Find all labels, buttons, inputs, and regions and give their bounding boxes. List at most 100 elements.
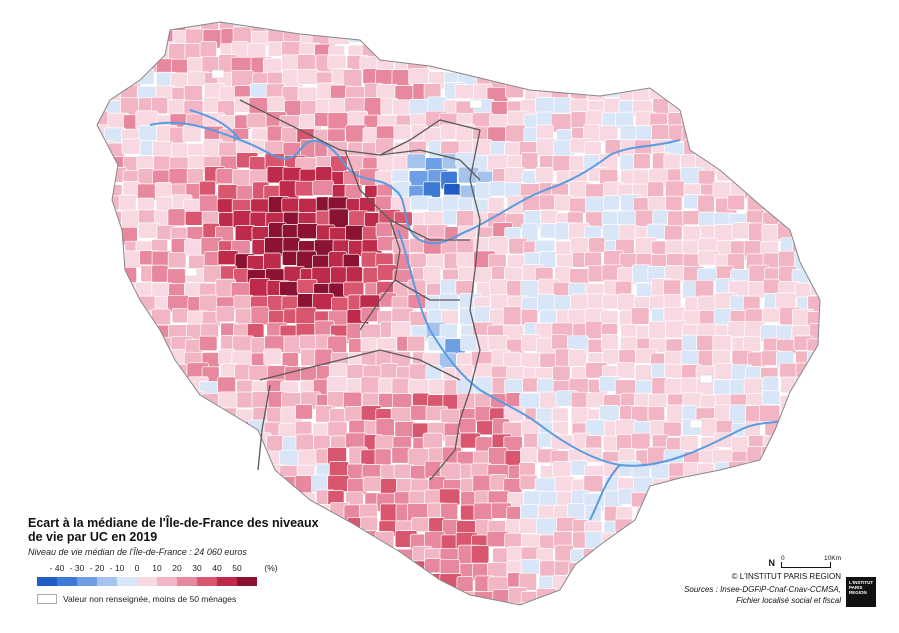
- commune-cell: [744, 68, 764, 86]
- commune-cell: [199, 490, 218, 507]
- commune-cell: [730, 59, 749, 74]
- commune-cell: [646, 223, 668, 240]
- commune-cell: [742, 520, 764, 540]
- commune-cell: [537, 293, 556, 313]
- commune-cell: [97, 212, 109, 229]
- commune-cell: [106, 281, 129, 297]
- commune-cell: [825, 70, 842, 86]
- commune-cell: [343, 573, 366, 590]
- commune-cell: [154, 409, 174, 426]
- commune-cell: [97, 28, 110, 45]
- commune-cell: [119, 392, 141, 411]
- commune-cell: [742, 22, 764, 35]
- commune-cell: [393, 575, 415, 594]
- commune-cell: [328, 22, 347, 32]
- commune-cell: [97, 405, 107, 426]
- commune-cell: [331, 296, 349, 312]
- commune-cell: [327, 474, 350, 492]
- commune-cell: [826, 269, 846, 283]
- commune-cell: [550, 434, 574, 450]
- commune-cell: [202, 477, 223, 494]
- legend-tick-label: 20: [172, 563, 182, 573]
- commune-cell: [439, 293, 459, 311]
- commune-cell: [105, 321, 123, 337]
- legend-tick-labels: - 40 - 30 - 20 - 10 0 10 20 30 40 50 (%): [28, 563, 328, 575]
- commune-cell: [363, 546, 386, 565]
- commune-cell: [134, 26, 154, 42]
- commune-cell: [827, 156, 847, 170]
- commune-cell: [810, 27, 820, 44]
- commune-cell: [378, 27, 397, 45]
- legend-tick-label: - 10: [109, 563, 125, 573]
- commune-cell: [792, 115, 815, 133]
- commune-cell: [503, 602, 526, 605]
- commune-cell: [171, 142, 190, 159]
- commune-cell: [601, 532, 619, 549]
- commune-cell: [809, 22, 820, 33]
- commune-cell: [97, 223, 108, 241]
- commune-cell: [121, 31, 139, 48]
- legend-class-swatch: [197, 577, 217, 586]
- commune-cell: [280, 603, 302, 605]
- commune-cell: [443, 43, 467, 60]
- commune-cell: [120, 418, 139, 439]
- commune-cell: [487, 196, 505, 214]
- commune-cell: [347, 589, 365, 605]
- commune-cell: [828, 169, 849, 184]
- commune-cell: [667, 530, 690, 547]
- commune-cell: [523, 27, 545, 43]
- commune-cell: [345, 560, 363, 580]
- commune-cell: [681, 334, 699, 352]
- commune-cell: [698, 126, 719, 146]
- sources-line-1: Sources : Insee-DGFiP-Cnaf-Cnav-CCMSA,: [684, 585, 841, 594]
- commune-cell: [97, 378, 109, 394]
- commune-cell: [759, 463, 782, 483]
- commune-cell: [791, 127, 810, 146]
- commune-cell: [377, 558, 397, 575]
- commune-cell: [604, 562, 624, 582]
- commune-cell: [742, 56, 764, 75]
- commune-cell: [551, 334, 569, 350]
- commune-cell: [584, 251, 602, 267]
- commune-cell: [793, 99, 816, 119]
- commune-cell: [823, 476, 844, 493]
- commune-cell: [823, 464, 842, 483]
- commune-cell: [135, 449, 153, 465]
- commune-cell: [97, 44, 109, 61]
- commune-cell: [153, 155, 172, 173]
- scale-bar: [781, 562, 831, 568]
- commune-cell: [201, 464, 220, 481]
- commune-cell: [583, 41, 602, 61]
- commune-cell: [134, 419, 158, 436]
- river-line: [589, 464, 621, 521]
- commune-cell: [636, 22, 657, 29]
- commune-cell: [234, 603, 255, 605]
- commune-cell: [758, 22, 777, 29]
- legend-color-bar: [37, 577, 257, 586]
- commune-cell: [139, 406, 161, 422]
- commune-cell: [794, 377, 817, 395]
- commune-cell: [297, 449, 319, 467]
- commune-cell: [647, 393, 668, 409]
- commune-cell: [603, 589, 622, 605]
- commune-cell: [712, 98, 735, 117]
- legend-class-swatch: [57, 577, 77, 586]
- commune-cell: [681, 22, 701, 35]
- commune-cell: [569, 56, 589, 73]
- commune-cell: [124, 337, 146, 356]
- commune-cell: [668, 58, 691, 78]
- commune-cell: [828, 112, 849, 130]
- commune-cell: [135, 349, 154, 366]
- commune-cell: [764, 503, 785, 521]
- commune-cell: [410, 30, 431, 49]
- commune-cell: [394, 562, 417, 580]
- commune-cell: [714, 520, 736, 538]
- legend-tick-label: 50: [232, 563, 242, 573]
- commune-cell: [779, 194, 798, 213]
- commune-cell: [523, 68, 544, 86]
- commune-cell: [534, 167, 554, 183]
- legend-class-swatch: [137, 577, 157, 586]
- commune-cell: [793, 436, 815, 454]
- commune-cell: [460, 54, 481, 73]
- commune-cell: [681, 57, 700, 74]
